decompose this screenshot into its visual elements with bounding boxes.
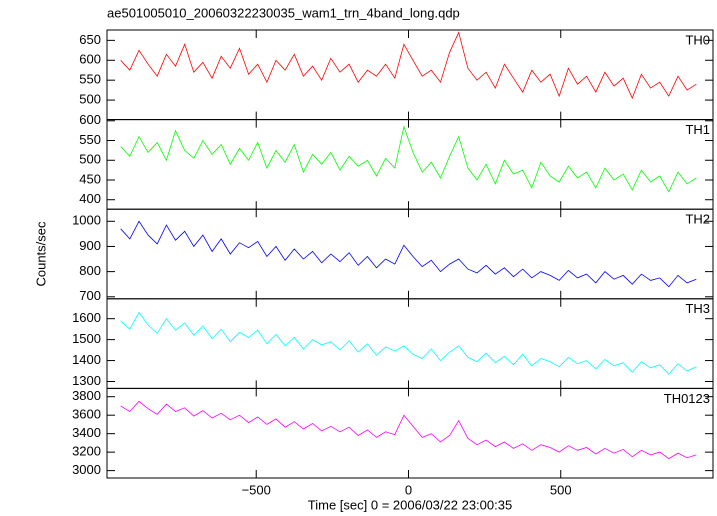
panel-frame <box>106 387 714 479</box>
x-axis-label: Time [sec] 0 = 2006/03/22 23:00:35 <box>308 497 512 512</box>
panel-frame <box>106 29 714 121</box>
light-curve <box>120 220 697 288</box>
y-tick-label: 500 <box>79 92 101 107</box>
light-curve <box>120 31 697 100</box>
y-tick-label: 3400 <box>72 425 101 440</box>
y-tick-label: 600 <box>79 52 101 67</box>
y-tick-label: 900 <box>79 238 101 253</box>
y-tick-label: 1000 <box>72 213 101 228</box>
y-tick-label: 1500 <box>72 331 101 346</box>
light-curve <box>120 400 697 460</box>
y-tick-label: 1600 <box>72 310 101 325</box>
y-tick-label: 800 <box>79 263 101 278</box>
y-tick-label: 3800 <box>72 388 101 403</box>
y-tick-label: 600 <box>79 112 101 127</box>
y-tick-label: 3200 <box>72 444 101 459</box>
x-tick-label: −500 <box>242 482 271 497</box>
series-label: TH3 <box>685 301 710 316</box>
series-label: TH1 <box>685 122 710 137</box>
y-tick-label: 1300 <box>72 373 101 388</box>
panel-frame <box>106 208 714 300</box>
y-tick-label: 700 <box>79 288 101 303</box>
light-curve <box>120 311 697 375</box>
y-tick-label: 500 <box>79 152 101 167</box>
y-axis-label: Counts/sec <box>33 221 48 287</box>
y-tick-label: 650 <box>79 32 101 47</box>
y-tick-label: 450 <box>79 171 101 186</box>
chart-title: ae501005010_20060322230035_wam1_trn_4ban… <box>107 5 460 20</box>
y-tick-label: 400 <box>79 191 101 206</box>
panel-frame <box>106 119 714 210</box>
y-tick-label: 3600 <box>72 407 101 422</box>
light-curve <box>120 125 697 193</box>
y-tick-label: 1400 <box>72 352 101 367</box>
x-tick-label: 0 <box>405 482 412 497</box>
x-tick-label: 500 <box>550 482 572 497</box>
panel-frame <box>106 298 714 389</box>
y-tick-label: 550 <box>79 132 101 147</box>
series-label: TH0123 <box>664 391 710 406</box>
y-tick-label: 550 <box>79 72 101 87</box>
series-label: TH0 <box>685 32 710 47</box>
series-label: TH2 <box>685 212 710 227</box>
y-tick-label: 3000 <box>72 462 101 477</box>
